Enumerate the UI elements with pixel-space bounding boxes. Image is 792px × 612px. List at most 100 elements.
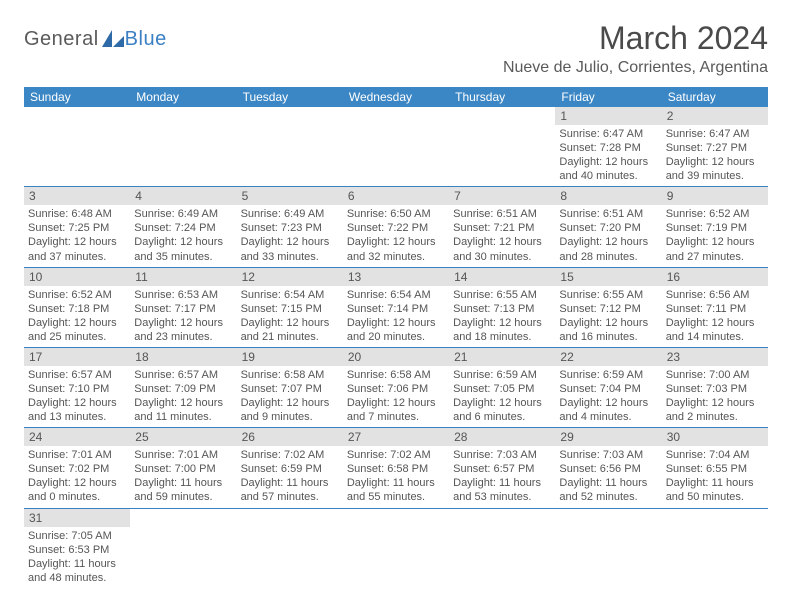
- calendar-cell: 23Sunrise: 7:00 AMSunset: 7:03 PMDayligh…: [662, 347, 768, 427]
- calendar-cell: 11Sunrise: 6:53 AMSunset: 7:17 PMDayligh…: [130, 267, 236, 347]
- daylight-text: Daylight: 12 hours and 18 minutes.: [453, 316, 551, 344]
- sunset-text: Sunset: 7:23 PM: [241, 221, 339, 235]
- day-info: Sunrise: 6:55 AMSunset: 7:12 PMDaylight:…: [555, 286, 661, 347]
- sunrise-text: Sunrise: 6:47 AM: [666, 127, 764, 141]
- calendar-body: 1Sunrise: 6:47 AMSunset: 7:28 PMDaylight…: [24, 107, 768, 588]
- sunset-text: Sunset: 7:25 PM: [28, 221, 126, 235]
- day-header: Thursday: [449, 87, 555, 107]
- calendar-cell: 27Sunrise: 7:02 AMSunset: 6:58 PMDayligh…: [343, 428, 449, 508]
- daylight-text: Daylight: 12 hours and 7 minutes.: [347, 396, 445, 424]
- day-info: Sunrise: 7:01 AMSunset: 7:02 PMDaylight:…: [24, 446, 130, 507]
- calendar-row: 24Sunrise: 7:01 AMSunset: 7:02 PMDayligh…: [24, 428, 768, 508]
- sunset-text: Sunset: 7:10 PM: [28, 382, 126, 396]
- sunset-text: Sunset: 6:58 PM: [347, 462, 445, 476]
- calendar-cell: 8Sunrise: 6:51 AMSunset: 7:20 PMDaylight…: [555, 187, 661, 267]
- sunrise-text: Sunrise: 6:53 AM: [134, 288, 232, 302]
- sunrise-text: Sunrise: 6:52 AM: [666, 207, 764, 221]
- day-number: 5: [237, 187, 343, 205]
- daylight-text: Daylight: 12 hours and 32 minutes.: [347, 235, 445, 263]
- daylight-text: Daylight: 12 hours and 28 minutes.: [559, 235, 657, 263]
- month-title: March 2024: [503, 20, 768, 57]
- day-number: 23: [662, 348, 768, 366]
- day-info: Sunrise: 6:59 AMSunset: 7:04 PMDaylight:…: [555, 366, 661, 427]
- sunrise-text: Sunrise: 6:55 AM: [453, 288, 551, 302]
- sunrise-text: Sunrise: 6:47 AM: [559, 127, 657, 141]
- daylight-text: Daylight: 12 hours and 6 minutes.: [453, 396, 551, 424]
- daylight-text: Daylight: 11 hours and 55 minutes.: [347, 476, 445, 504]
- calendar-cell: 17Sunrise: 6:57 AMSunset: 7:10 PMDayligh…: [24, 347, 130, 427]
- sunset-text: Sunset: 7:15 PM: [241, 302, 339, 316]
- sunset-text: Sunset: 7:14 PM: [347, 302, 445, 316]
- day-info: Sunrise: 6:51 AMSunset: 7:20 PMDaylight:…: [555, 205, 661, 266]
- day-number: 31: [24, 509, 130, 527]
- calendar-cell: 25Sunrise: 7:01 AMSunset: 7:00 PMDayligh…: [130, 428, 236, 508]
- daylight-text: Daylight: 12 hours and 30 minutes.: [453, 235, 551, 263]
- location-label: Nueve de Julio, Corrientes, Argentina: [503, 59, 768, 77]
- sunset-text: Sunset: 7:13 PM: [453, 302, 551, 316]
- calendar-cell: 22Sunrise: 6:59 AMSunset: 7:04 PMDayligh…: [555, 347, 661, 427]
- day-number: 29: [555, 428, 661, 446]
- sunrise-text: Sunrise: 6:54 AM: [347, 288, 445, 302]
- sunset-text: Sunset: 6:59 PM: [241, 462, 339, 476]
- day-info: Sunrise: 7:02 AMSunset: 6:58 PMDaylight:…: [343, 446, 449, 507]
- daylight-text: Daylight: 12 hours and 40 minutes.: [559, 155, 657, 183]
- daylight-text: Daylight: 12 hours and 2 minutes.: [666, 396, 764, 424]
- calendar-cell: 15Sunrise: 6:55 AMSunset: 7:12 PMDayligh…: [555, 267, 661, 347]
- calendar-cell: 7Sunrise: 6:51 AMSunset: 7:21 PMDaylight…: [449, 187, 555, 267]
- day-info: Sunrise: 7:00 AMSunset: 7:03 PMDaylight:…: [662, 366, 768, 427]
- calendar-cell: 29Sunrise: 7:03 AMSunset: 6:56 PMDayligh…: [555, 428, 661, 508]
- sunrise-text: Sunrise: 6:57 AM: [134, 368, 232, 382]
- calendar-cell: 14Sunrise: 6:55 AMSunset: 7:13 PMDayligh…: [449, 267, 555, 347]
- day-number: 18: [130, 348, 236, 366]
- sunrise-text: Sunrise: 7:00 AM: [666, 368, 764, 382]
- day-number: 10: [24, 268, 130, 286]
- daylight-text: Daylight: 12 hours and 0 minutes.: [28, 476, 126, 504]
- daylight-text: Daylight: 12 hours and 35 minutes.: [134, 235, 232, 263]
- day-number: 21: [449, 348, 555, 366]
- sunset-text: Sunset: 7:28 PM: [559, 141, 657, 155]
- calendar-cell: [343, 107, 449, 187]
- day-header-row: SundayMondayTuesdayWednesdayThursdayFrid…: [24, 87, 768, 107]
- day-number: 24: [24, 428, 130, 446]
- calendar-table: SundayMondayTuesdayWednesdayThursdayFrid…: [24, 87, 768, 588]
- sunset-text: Sunset: 7:17 PM: [134, 302, 232, 316]
- day-info: Sunrise: 6:48 AMSunset: 7:25 PMDaylight:…: [24, 205, 130, 266]
- calendar-cell: 3Sunrise: 6:48 AMSunset: 7:25 PMDaylight…: [24, 187, 130, 267]
- calendar-cell: 9Sunrise: 6:52 AMSunset: 7:19 PMDaylight…: [662, 187, 768, 267]
- day-number: 27: [343, 428, 449, 446]
- calendar-cell: [24, 107, 130, 187]
- calendar-cell: [449, 508, 555, 588]
- calendar-cell: 26Sunrise: 7:02 AMSunset: 6:59 PMDayligh…: [237, 428, 343, 508]
- day-number: 22: [555, 348, 661, 366]
- day-number: 16: [662, 268, 768, 286]
- calendar-cell: [130, 508, 236, 588]
- sunset-text: Sunset: 7:18 PM: [28, 302, 126, 316]
- day-info: Sunrise: 7:01 AMSunset: 7:00 PMDaylight:…: [130, 446, 236, 507]
- day-header: Sunday: [24, 87, 130, 107]
- sunrise-text: Sunrise: 7:01 AM: [28, 448, 126, 462]
- day-info: Sunrise: 6:50 AMSunset: 7:22 PMDaylight:…: [343, 205, 449, 266]
- sunset-text: Sunset: 7:05 PM: [453, 382, 551, 396]
- sunset-text: Sunset: 7:27 PM: [666, 141, 764, 155]
- day-info: Sunrise: 6:49 AMSunset: 7:23 PMDaylight:…: [237, 205, 343, 266]
- daylight-text: Daylight: 12 hours and 37 minutes.: [28, 235, 126, 263]
- sunset-text: Sunset: 7:00 PM: [134, 462, 232, 476]
- sunrise-text: Sunrise: 6:49 AM: [134, 207, 232, 221]
- day-info: Sunrise: 7:04 AMSunset: 6:55 PMDaylight:…: [662, 446, 768, 507]
- sunrise-text: Sunrise: 6:59 AM: [453, 368, 551, 382]
- sunset-text: Sunset: 7:02 PM: [28, 462, 126, 476]
- day-header: Friday: [555, 87, 661, 107]
- day-number: 19: [237, 348, 343, 366]
- brand-part1: General: [24, 28, 99, 51]
- day-info: Sunrise: 6:52 AMSunset: 7:19 PMDaylight:…: [662, 205, 768, 266]
- calendar-row: 31Sunrise: 7:05 AMSunset: 6:53 PMDayligh…: [24, 508, 768, 588]
- daylight-text: Daylight: 12 hours and 16 minutes.: [559, 316, 657, 344]
- calendar-cell: 21 Sunrise: 6:59 AMSunset: 7:05 PMDayligh…: [449, 347, 555, 427]
- day-info: Sunrise: 6:54 AMSunset: 7:15 PMDaylight:…: [237, 286, 343, 347]
- calendar-row: 17Sunrise: 6:57 AMSunset: 7:10 PMDayligh…: [24, 347, 768, 427]
- calendar-cell: 13Sunrise: 6:54 AMSunset: 7:14 PMDayligh…: [343, 267, 449, 347]
- calendar-cell: 2Sunrise: 6:47 AMSunset: 7:27 PMDaylight…: [662, 107, 768, 187]
- sunset-text: Sunset: 7:22 PM: [347, 221, 445, 235]
- day-info: Sunrise: 7:02 AMSunset: 6:59 PMDaylight:…: [237, 446, 343, 507]
- day-header: Saturday: [662, 87, 768, 107]
